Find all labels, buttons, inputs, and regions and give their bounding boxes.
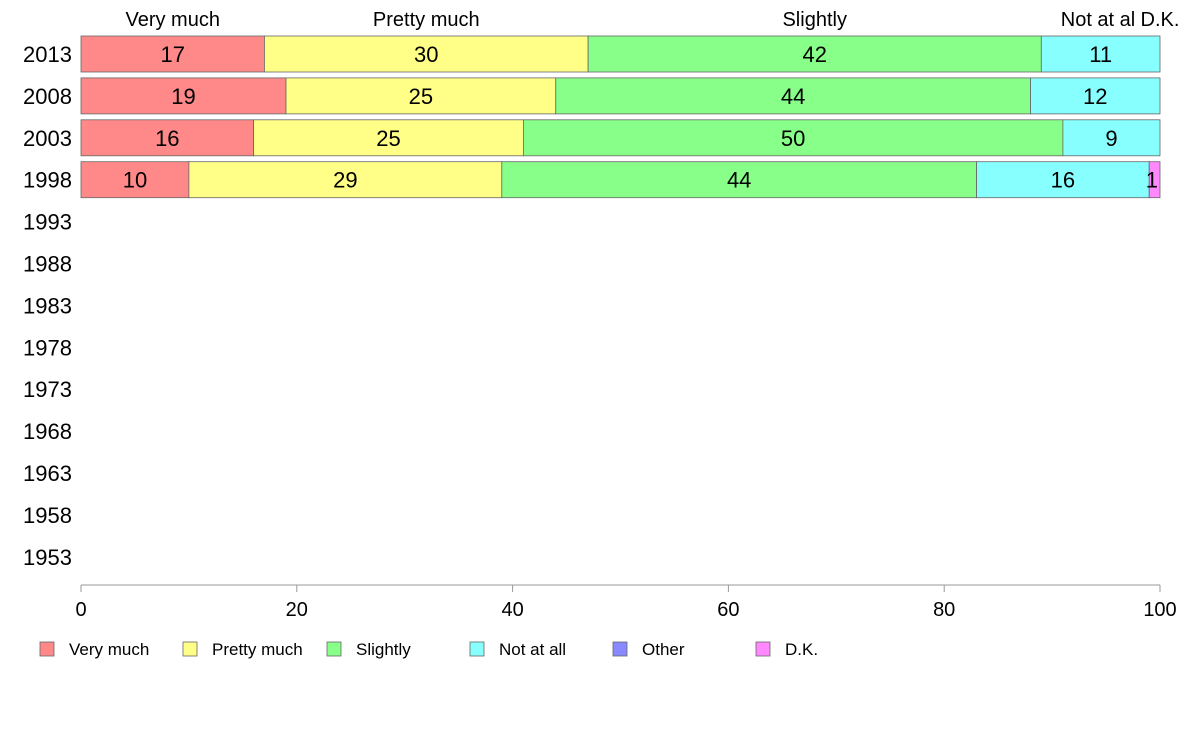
bar-segment-2008-not-at-all — [1030, 77, 1161, 115]
data-label-2013-3: 42 — [802, 42, 826, 67]
y-tick-label-1953: 1953 — [23, 545, 72, 570]
bar-segment-2008-very-much — [80, 77, 287, 115]
y-tick-label-1958: 1958 — [23, 503, 72, 528]
y-tick-label-1998: 1998 — [23, 168, 72, 193]
bar-segment-2003-not-at-all — [1062, 119, 1161, 157]
bar-segment-1998-not-at-all — [976, 161, 1150, 199]
bar-segment-2013-pretty-much — [264, 35, 589, 73]
legend-swatch-other — [612, 641, 628, 657]
y-tick-label-2003: 2003 — [23, 126, 72, 151]
bar-segment-2008-slightly — [555, 77, 1031, 115]
legend-label-slightly: Slightly — [356, 640, 411, 659]
bar-segment-2003-very-much — [80, 119, 255, 157]
bar-segment-2003-pretty-much — [253, 119, 524, 157]
data-label-1998-3: 44 — [727, 168, 751, 193]
legend-label-very-much: Very much — [69, 640, 149, 659]
data-label-2013-4: 11 — [1089, 42, 1112, 67]
data-label-2003-2: 25 — [376, 126, 400, 151]
data-label-2003-1: 16 — [155, 126, 179, 151]
y-tick-label-1973: 1973 — [23, 377, 72, 402]
legend-label-d-k-: D.K. — [785, 640, 818, 659]
data-label-2013-1: 17 — [160, 42, 184, 67]
data-label-1998-1: 10 — [123, 168, 147, 193]
y-tick-label-1978: 1978 — [23, 335, 72, 360]
x-tick-label-100: 100 — [1143, 599, 1176, 621]
segment-header-pretty-much: Pretty much — [373, 9, 480, 31]
data-label-2003-3: 50 — [781, 126, 805, 151]
data-label-2008-3: 44 — [781, 84, 805, 109]
x-tick-label-40: 40 — [501, 599, 523, 621]
data-label-2013-2: 30 — [414, 42, 438, 67]
y-tick-label-1993: 1993 — [23, 210, 72, 235]
legend-swatch-very-much — [39, 641, 55, 657]
y-tick-label-2013: 2013 — [23, 42, 72, 67]
bar-segment-1998-pretty-much — [188, 161, 503, 199]
legend-label-other: Other — [642, 640, 685, 659]
bar-segment-1998-d-k- — [1148, 161, 1161, 199]
bar-segment-1998-very-much — [80, 161, 190, 199]
y-tick-label-1968: 1968 — [23, 419, 72, 444]
data-label-1998-2: 29 — [333, 168, 357, 193]
segment-header-slightly: Slightly — [782, 9, 846, 31]
bar-segment-2008-pretty-much — [285, 77, 557, 115]
data-label-2008-1: 19 — [171, 84, 195, 109]
x-tick-label-80: 80 — [933, 599, 955, 621]
bar-segment-2013-not-at-all — [1040, 35, 1161, 73]
data-label-1998-6: 1 — [1146, 168, 1158, 193]
y-tick-label-1983: 1983 — [23, 293, 72, 318]
data-label-1998-4: 16 — [1051, 168, 1075, 193]
legend-swatch-pretty-much — [182, 641, 198, 657]
x-tick-label-20: 20 — [286, 599, 308, 621]
data-label-2008-2: 25 — [409, 84, 433, 109]
x-tick-label-60: 60 — [717, 599, 739, 621]
y-tick-label-2008: 2008 — [23, 84, 72, 109]
x-tick-label-0: 0 — [75, 599, 86, 621]
bar-segment-2013-very-much — [80, 35, 265, 73]
legend-label-pretty-much: Pretty much — [212, 640, 303, 659]
legend-swatch-d-k- — [755, 641, 771, 657]
legend-label-not-at-all: Not at all — [499, 640, 566, 659]
bar-segment-2013-slightly — [587, 35, 1042, 73]
segment-header-very-much: Very much — [125, 9, 219, 31]
segment-header-d-k-: D.K. — [1141, 9, 1180, 31]
data-label-2008-4: 12 — [1083, 84, 1107, 109]
legend-swatch-slightly — [326, 641, 342, 657]
segment-header-not-at-all: Not at al — [1061, 9, 1135, 31]
legend-swatch-not-at-all — [469, 641, 485, 657]
y-tick-label-1988: 1988 — [23, 252, 72, 277]
y-tick-label-1963: 1963 — [23, 461, 72, 486]
data-label-2003-4: 9 — [1105, 126, 1117, 151]
